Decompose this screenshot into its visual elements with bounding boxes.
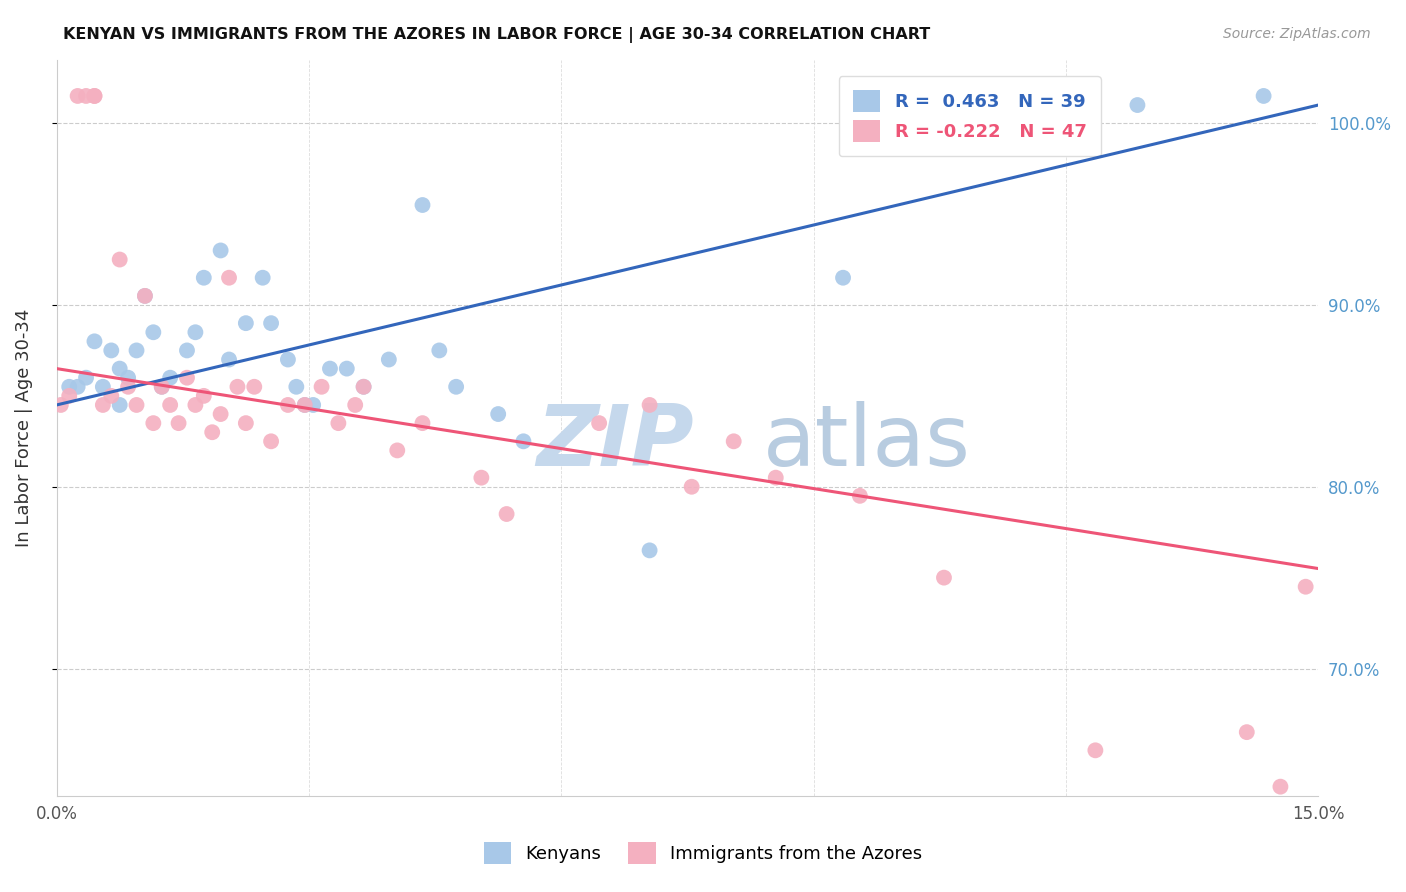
Legend: R =  0.463   N = 39, R = -0.222   N = 47: R = 0.463 N = 39, R = -0.222 N = 47 bbox=[839, 76, 1101, 156]
Point bbox=[588, 416, 610, 430]
Point bbox=[117, 370, 139, 384]
Point bbox=[142, 416, 165, 430]
Legend: Kenyans, Immigrants from the Azores: Kenyans, Immigrants from the Azores bbox=[470, 828, 936, 879]
Point bbox=[75, 370, 97, 384]
Point bbox=[444, 380, 467, 394]
Point bbox=[66, 89, 89, 103]
Point bbox=[83, 334, 105, 349]
Point bbox=[260, 434, 283, 449]
Point bbox=[108, 252, 131, 267]
Point bbox=[470, 470, 492, 484]
Point bbox=[277, 398, 299, 412]
Point bbox=[1236, 725, 1258, 739]
Point bbox=[134, 289, 156, 303]
Point bbox=[142, 325, 165, 339]
Point bbox=[159, 370, 181, 384]
Point bbox=[184, 398, 207, 412]
Point bbox=[83, 89, 105, 103]
Point bbox=[344, 398, 367, 412]
Point bbox=[159, 398, 181, 412]
Point bbox=[932, 571, 955, 585]
Point bbox=[353, 380, 375, 394]
Point bbox=[1126, 98, 1149, 112]
Point bbox=[319, 361, 342, 376]
Point bbox=[125, 398, 148, 412]
Text: Source: ZipAtlas.com: Source: ZipAtlas.com bbox=[1223, 27, 1371, 41]
Point bbox=[411, 198, 433, 212]
Point bbox=[117, 380, 139, 394]
Point bbox=[638, 398, 661, 412]
Point bbox=[108, 398, 131, 412]
Point bbox=[252, 270, 274, 285]
Point bbox=[66, 380, 89, 394]
Point bbox=[91, 380, 114, 394]
Text: atlas: atlas bbox=[763, 401, 972, 483]
Point bbox=[328, 416, 350, 430]
Point bbox=[277, 352, 299, 367]
Point bbox=[1084, 743, 1107, 757]
Point bbox=[1253, 89, 1275, 103]
Point bbox=[486, 407, 509, 421]
Point bbox=[302, 398, 325, 412]
Point bbox=[58, 389, 80, 403]
Point bbox=[193, 389, 215, 403]
Point bbox=[311, 380, 333, 394]
Point bbox=[58, 380, 80, 394]
Point bbox=[512, 434, 534, 449]
Point bbox=[411, 416, 433, 430]
Point bbox=[243, 380, 266, 394]
Point bbox=[49, 398, 72, 412]
Point bbox=[765, 470, 787, 484]
Point bbox=[184, 325, 207, 339]
Point bbox=[260, 316, 283, 330]
Point bbox=[226, 380, 249, 394]
Point bbox=[336, 361, 359, 376]
Y-axis label: In Labor Force | Age 30-34: In Labor Force | Age 30-34 bbox=[15, 309, 32, 547]
Point bbox=[125, 343, 148, 358]
Point bbox=[353, 380, 375, 394]
Point bbox=[378, 352, 401, 367]
Point bbox=[1270, 780, 1292, 794]
Point bbox=[91, 398, 114, 412]
Point bbox=[167, 416, 190, 430]
Point bbox=[235, 416, 257, 430]
Point bbox=[638, 543, 661, 558]
Point bbox=[150, 380, 173, 394]
Point bbox=[201, 425, 224, 440]
Text: KENYAN VS IMMIGRANTS FROM THE AZORES IN LABOR FORCE | AGE 30-34 CORRELATION CHAR: KENYAN VS IMMIGRANTS FROM THE AZORES IN … bbox=[63, 27, 931, 43]
Point bbox=[100, 343, 122, 358]
Point bbox=[218, 352, 240, 367]
Text: ZIP: ZIP bbox=[536, 401, 693, 483]
Point bbox=[218, 270, 240, 285]
Point bbox=[294, 398, 316, 412]
Point bbox=[294, 398, 316, 412]
Point bbox=[495, 507, 517, 521]
Point bbox=[75, 89, 97, 103]
Point bbox=[427, 343, 450, 358]
Point bbox=[100, 389, 122, 403]
Point bbox=[1295, 580, 1317, 594]
Point bbox=[193, 270, 215, 285]
Point bbox=[387, 443, 409, 458]
Point bbox=[209, 407, 232, 421]
Point bbox=[209, 244, 232, 258]
Point bbox=[832, 270, 855, 285]
Point bbox=[134, 289, 156, 303]
Point bbox=[285, 380, 308, 394]
Point bbox=[150, 380, 173, 394]
Point bbox=[108, 361, 131, 376]
Point bbox=[849, 489, 872, 503]
Point bbox=[83, 89, 105, 103]
Point bbox=[681, 480, 703, 494]
Point bbox=[176, 370, 198, 384]
Point bbox=[723, 434, 745, 449]
Point bbox=[235, 316, 257, 330]
Point bbox=[176, 343, 198, 358]
